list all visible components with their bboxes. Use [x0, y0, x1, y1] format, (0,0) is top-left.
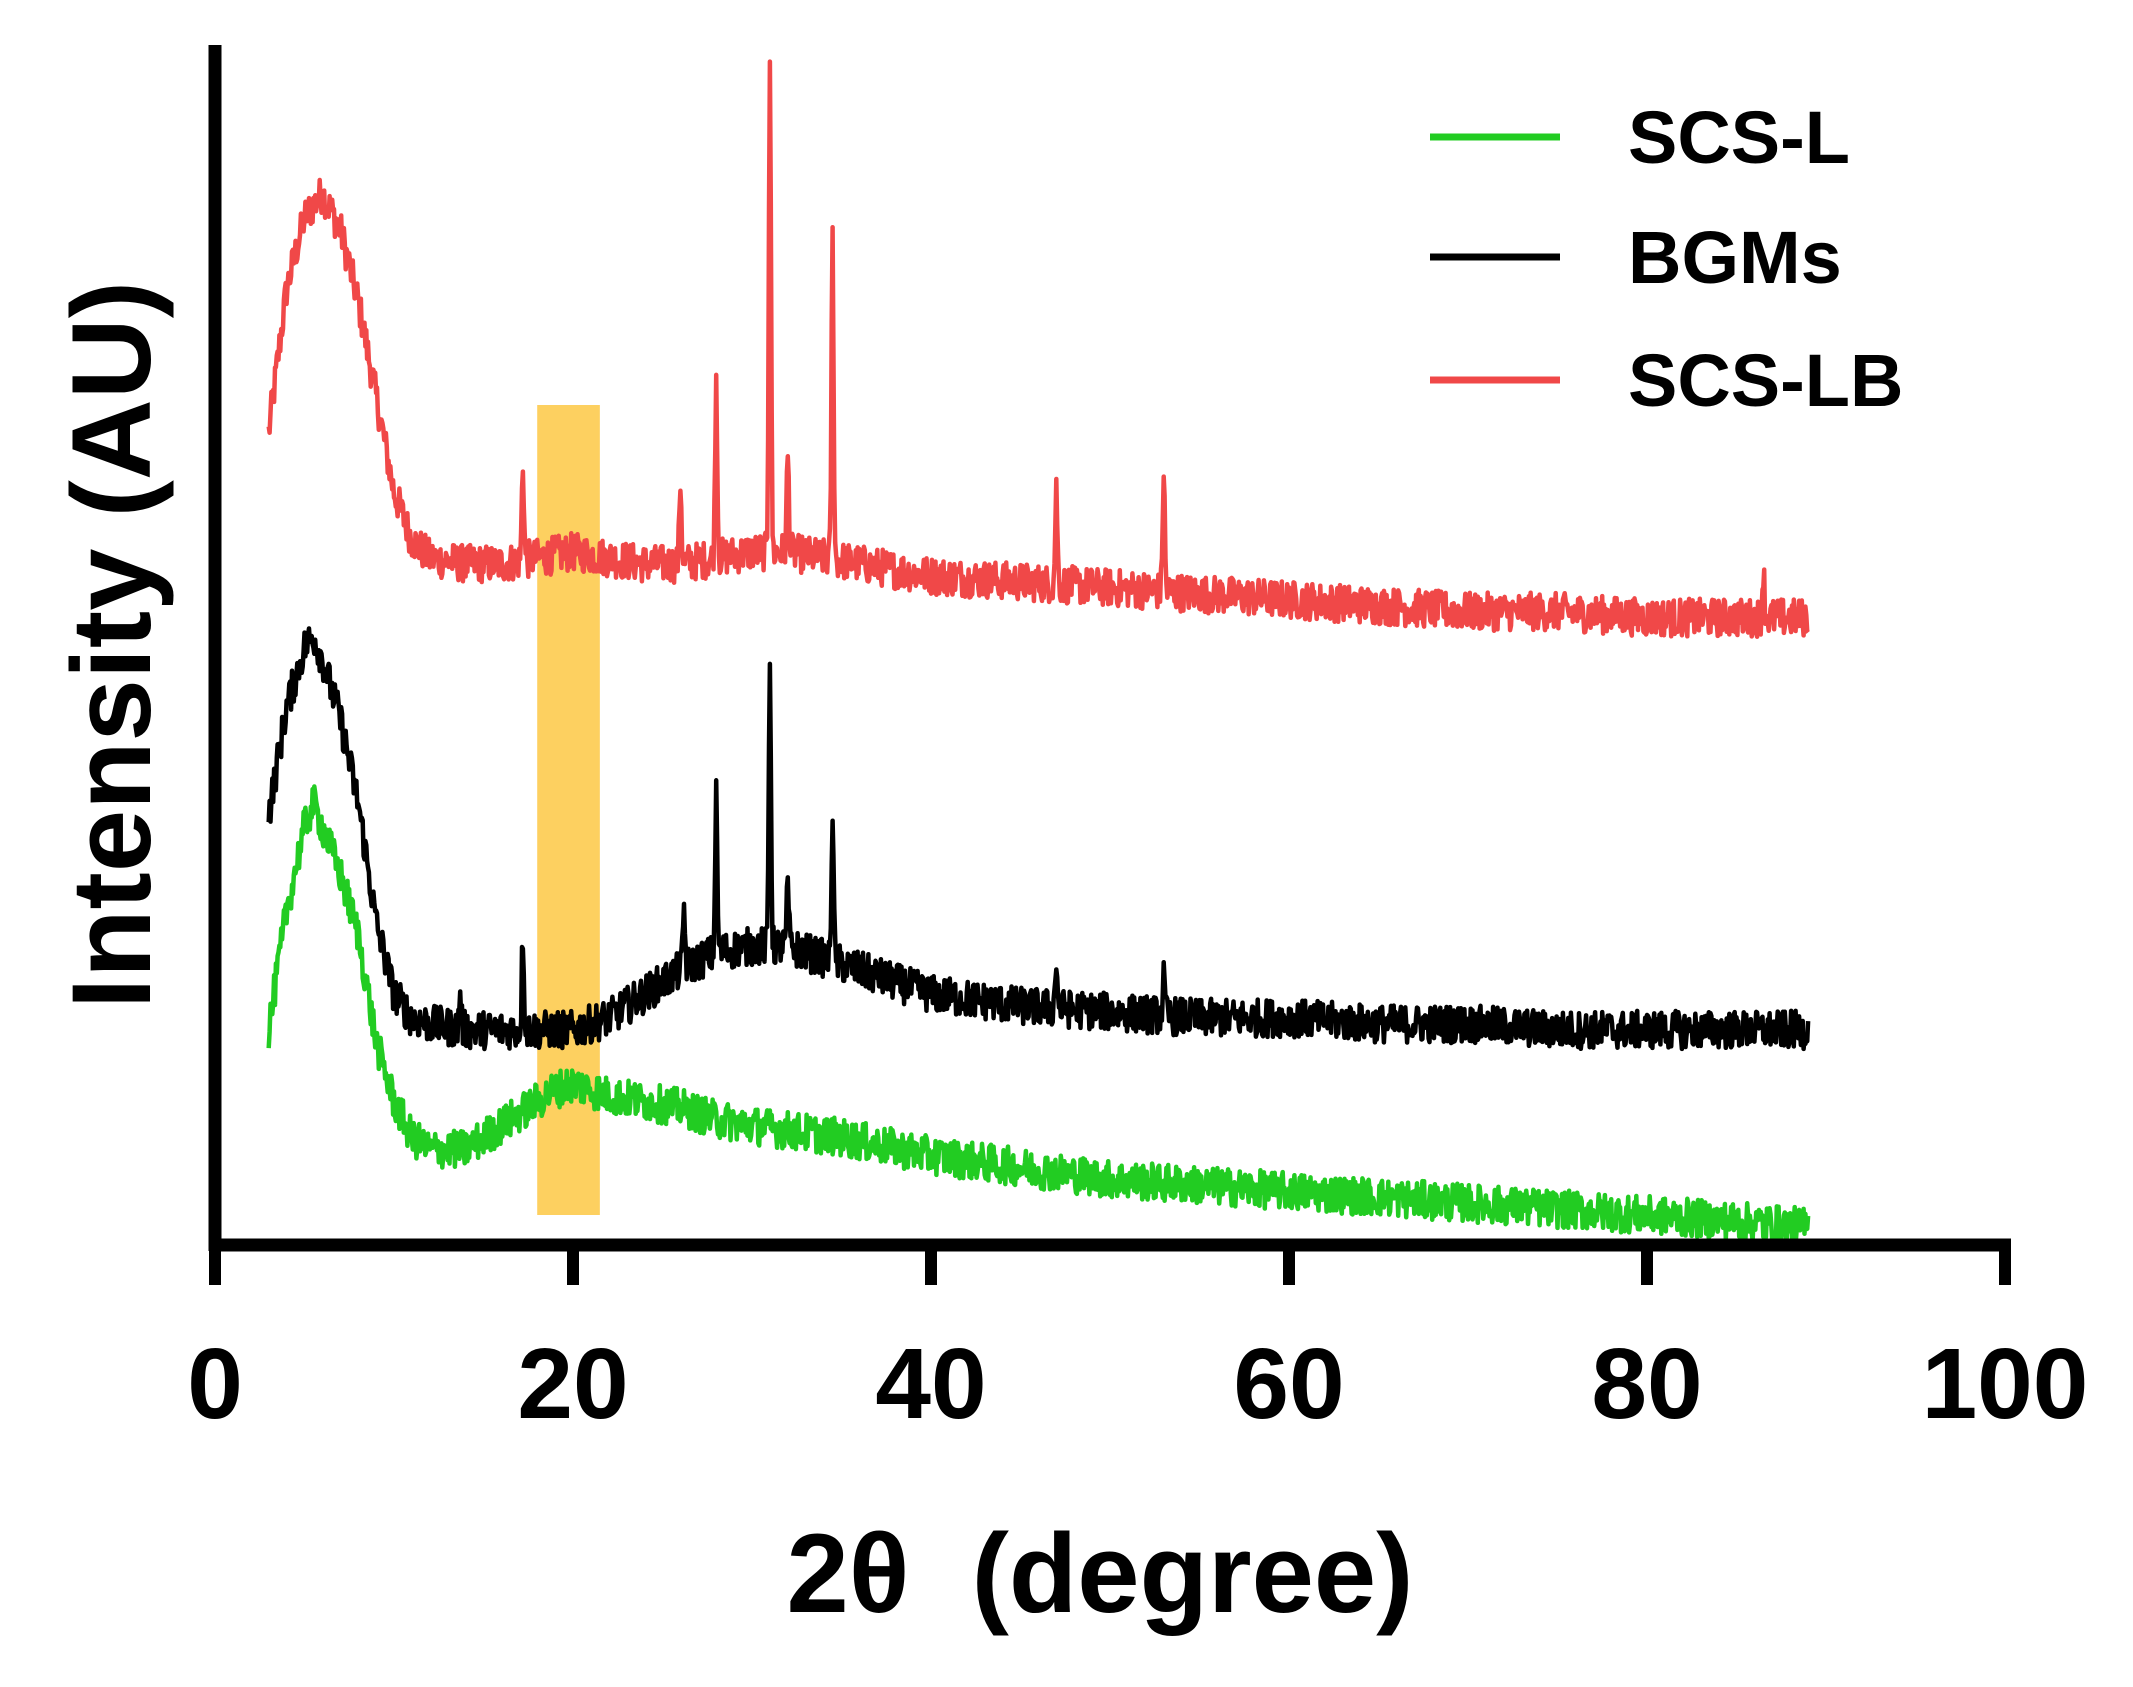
- x-tick-label: 40: [875, 1328, 986, 1440]
- x-axis-title: 2θ (degree): [787, 1511, 1414, 1636]
- x-tick-layer: 0 20 40 60 80 100: [187, 1245, 2088, 1440]
- series-line-bgms: [266, 626, 1811, 1052]
- y-axis-title: Intensity (AU): [49, 281, 174, 1009]
- series-layer: [266, 59, 1811, 1247]
- legend-label-scs-l: SCS-L: [1628, 96, 1850, 179]
- series-line-scs-lb: [266, 59, 1810, 639]
- legend-label-scs-lb: SCS-LB: [1628, 339, 1903, 422]
- x-tick-label: 0: [187, 1328, 243, 1440]
- x-tick-label: 100: [1922, 1328, 2089, 1440]
- legend: SCS-L BGMs SCS-LB: [1430, 96, 1903, 422]
- legend-label-bgms: BGMs: [1628, 216, 1842, 299]
- x-tick-label: 80: [1591, 1328, 1702, 1440]
- x-tick-label: 60: [1233, 1328, 1344, 1440]
- x-tick-label: 20: [517, 1328, 628, 1440]
- series-line-scs-l: [266, 784, 1811, 1247]
